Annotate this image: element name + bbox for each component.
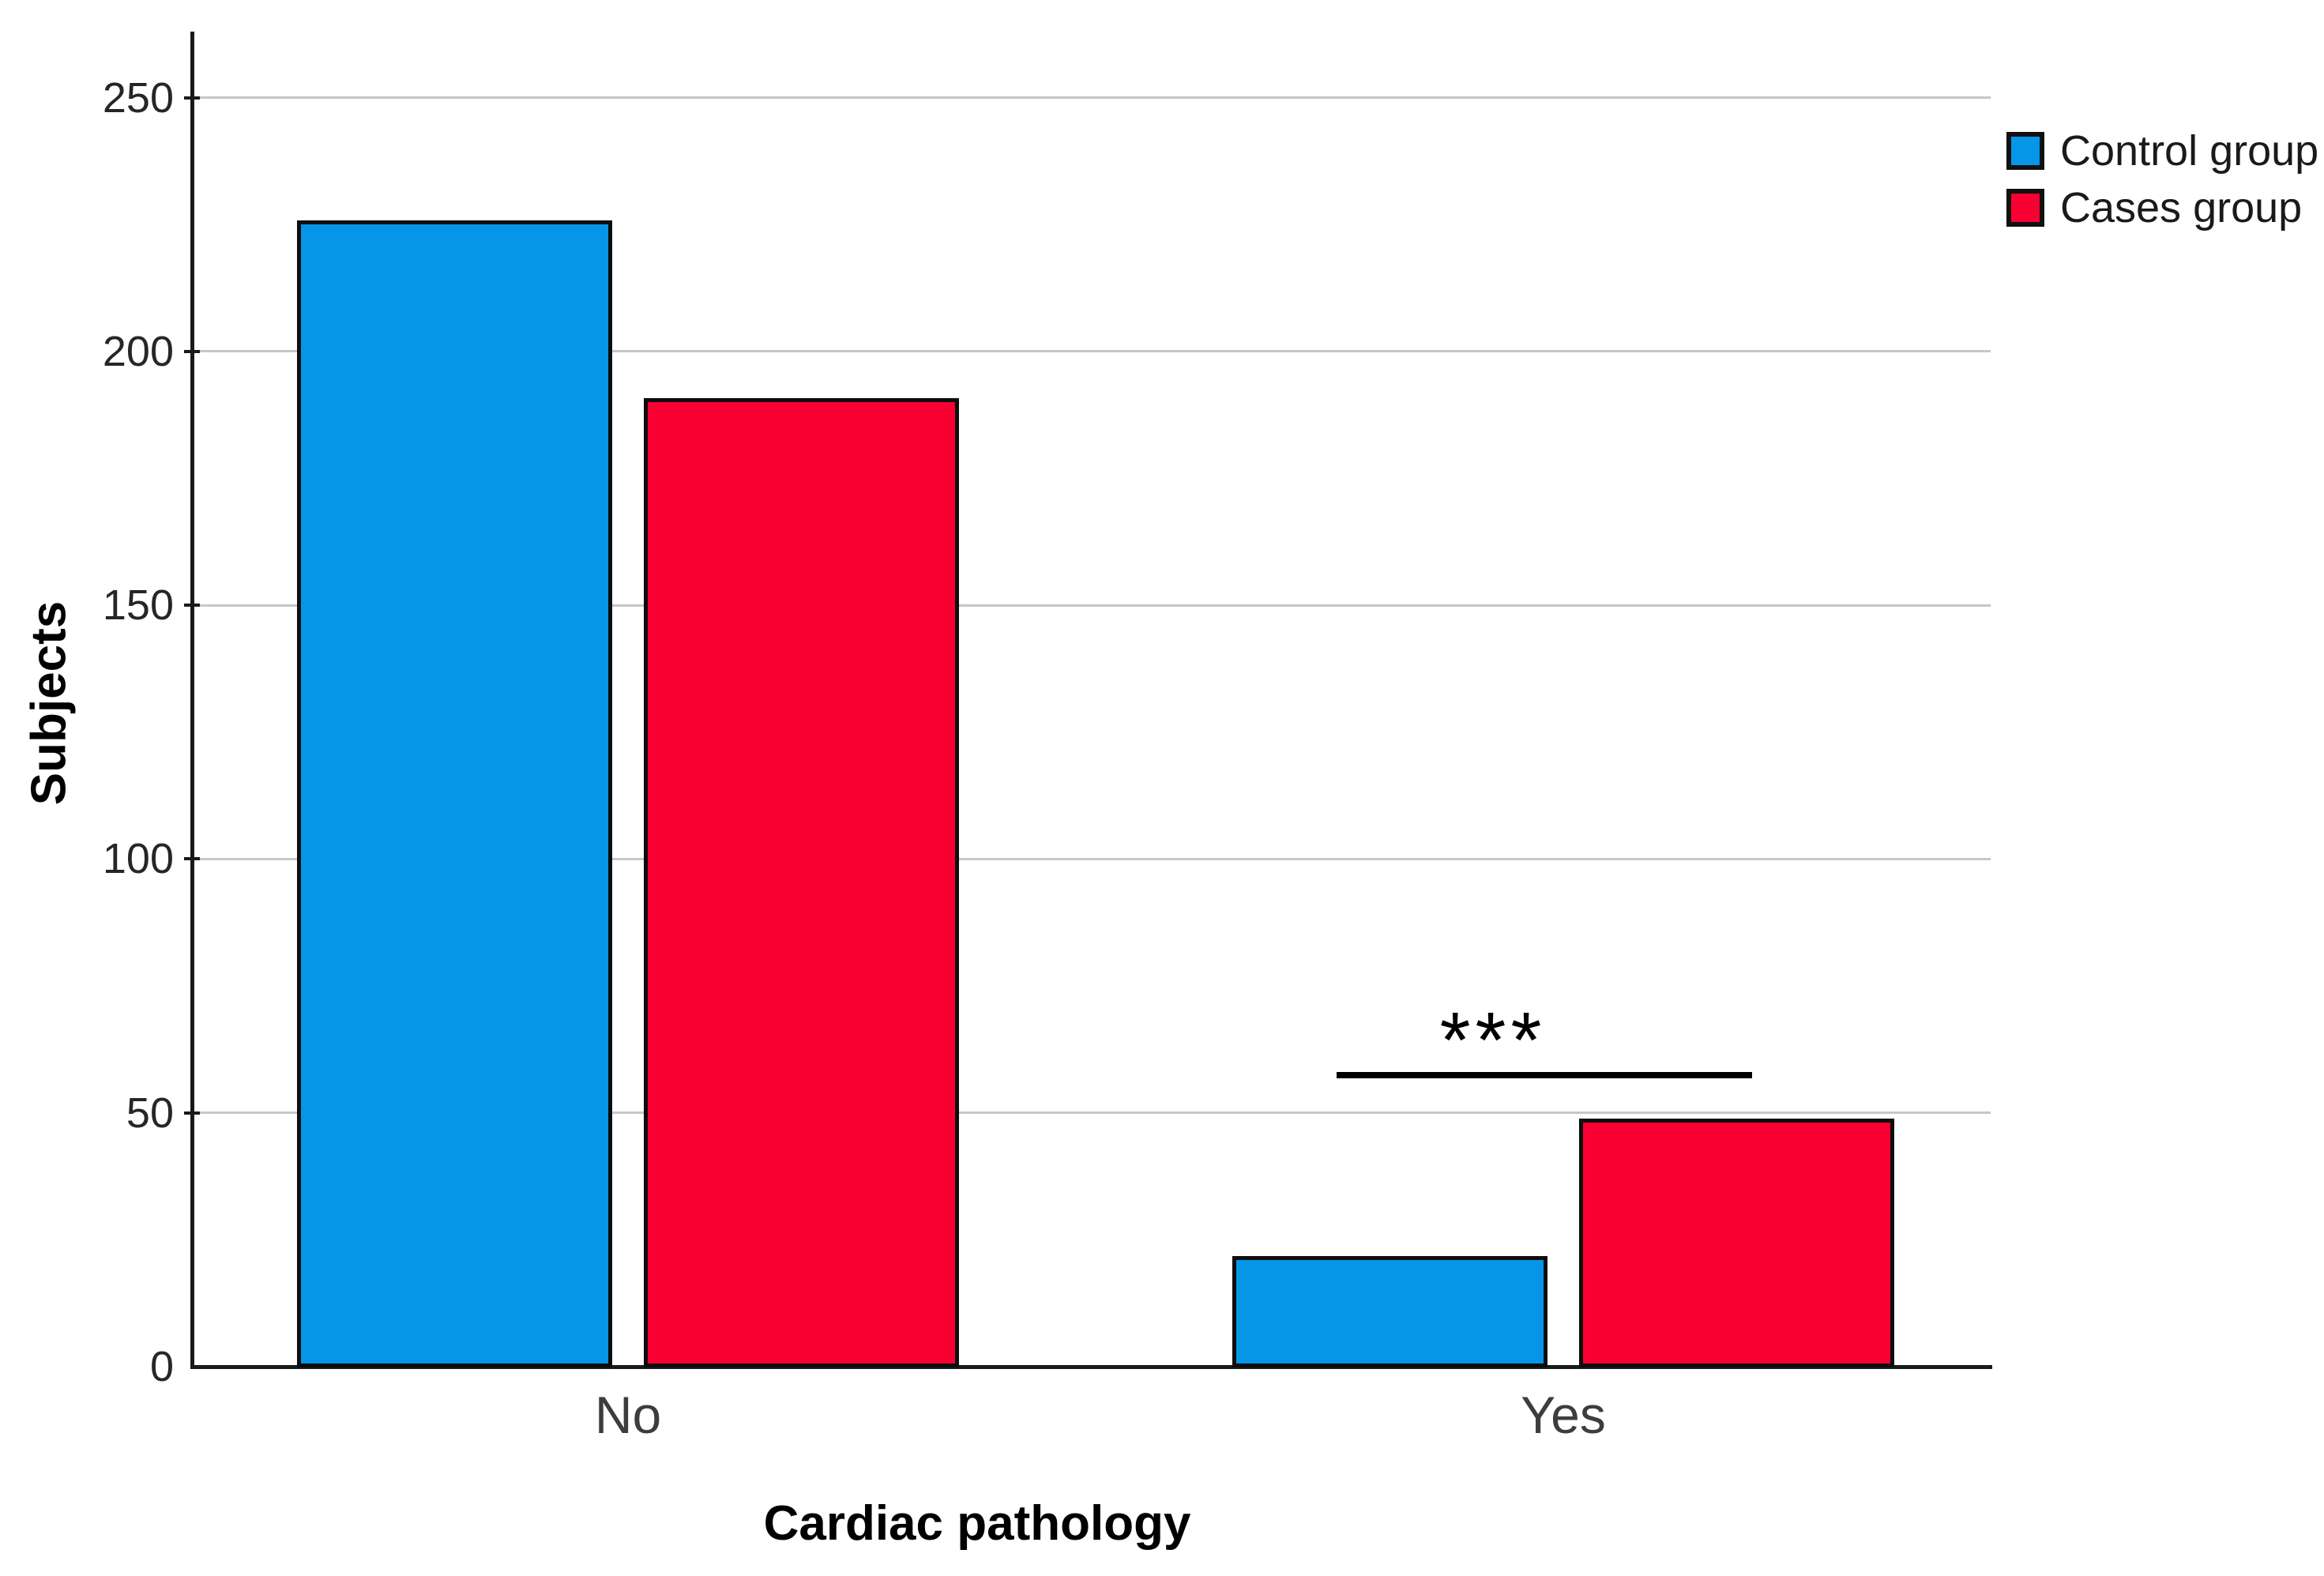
bar-control-group-no	[297, 220, 612, 1367]
y-tick-label-250: 250	[102, 73, 174, 122]
y-axis-line	[190, 32, 194, 1369]
y-tick-50	[184, 1111, 200, 1115]
gridline-50	[194, 1111, 1991, 1115]
y-tick-label-50: 50	[126, 1089, 174, 1137]
legend-item-cases-group: Cases group	[2006, 186, 2318, 229]
y-tick-100	[184, 857, 200, 861]
legend-swatch-control-group	[2006, 132, 2044, 170]
gridline-100	[194, 857, 1991, 860]
y-axis-title: Subjects	[21, 600, 77, 806]
y-tick-label-200: 200	[102, 327, 174, 375]
gridline-150	[194, 604, 1991, 607]
y-tick-200	[184, 349, 200, 353]
legend-label: Cases group	[2060, 184, 2303, 231]
x-tick-label-no: No	[594, 1386, 662, 1444]
bar-cases-group-yes	[1579, 1119, 1894, 1367]
y-tick-label-100: 100	[102, 835, 174, 883]
x-tick-label-yes: Yes	[1521, 1386, 1606, 1444]
x-axis-line	[190, 1365, 1992, 1369]
y-tick-150	[184, 604, 200, 607]
significance-line	[1337, 1072, 1752, 1079]
bar-control-group-yes	[1232, 1255, 1547, 1367]
significance-stars: ***	[1439, 996, 1547, 1085]
legend: Control group Cases group	[2006, 130, 2318, 229]
legend-swatch-cases-group	[2006, 189, 2044, 227]
y-tick-250	[184, 96, 200, 100]
x-axis-title: Cardiac pathology	[763, 1496, 1191, 1551]
gridline-250	[194, 96, 1991, 100]
bar-cases-group-no	[644, 397, 959, 1367]
legend-label: Control group	[2060, 127, 2319, 175]
y-tick-label-0: 0	[149, 1343, 174, 1390]
y-tick-label-150: 150	[102, 581, 174, 630]
legend-item-control-group: Control group	[2006, 130, 2318, 172]
gridline-200	[194, 350, 1991, 353]
